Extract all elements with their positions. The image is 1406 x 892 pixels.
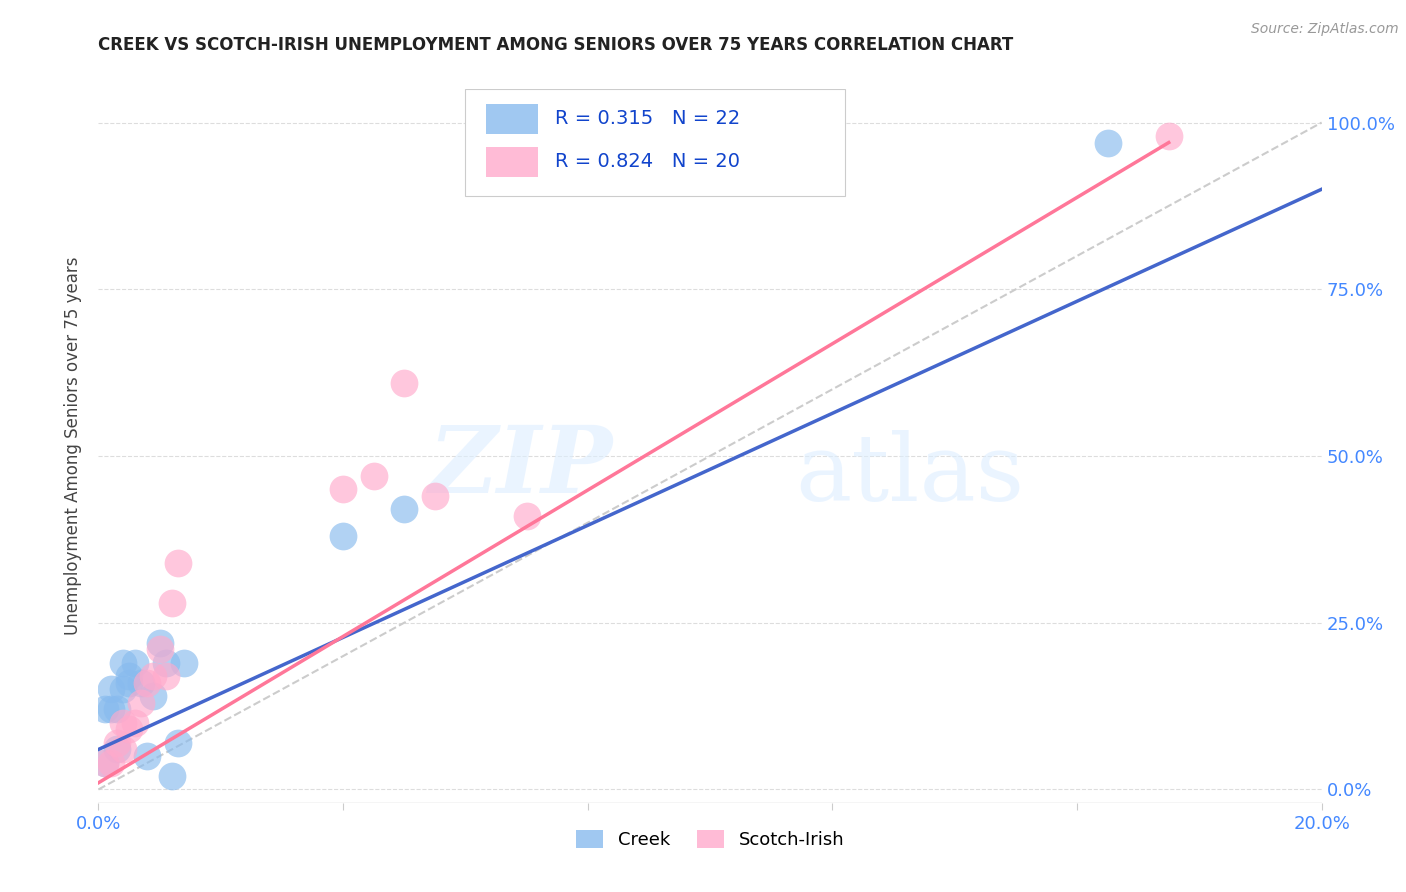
Text: atlas: atlas xyxy=(796,430,1025,519)
Point xyxy=(118,669,141,683)
Point xyxy=(111,656,134,670)
Point xyxy=(1097,136,1119,150)
Text: Source: ZipAtlas.com: Source: ZipAtlas.com xyxy=(1251,22,1399,37)
Text: R = 0.824   N = 20: R = 0.824 N = 20 xyxy=(555,152,740,170)
Point xyxy=(149,642,172,657)
Point xyxy=(93,756,115,770)
Point xyxy=(100,682,122,697)
Point xyxy=(105,736,128,750)
FancyBboxPatch shape xyxy=(486,147,537,177)
Y-axis label: Unemployment Among Seniors over 75 years: Unemployment Among Seniors over 75 years xyxy=(65,257,83,635)
Point xyxy=(1157,128,1180,143)
Point xyxy=(93,756,115,770)
Point xyxy=(160,596,183,610)
Point xyxy=(332,483,354,497)
Point xyxy=(423,489,446,503)
Point xyxy=(118,723,141,737)
Point xyxy=(136,675,159,690)
Text: CREEK VS SCOTCH-IRISH UNEMPLOYMENT AMONG SENIORS OVER 75 YEARS CORRELATION CHART: CREEK VS SCOTCH-IRISH UNEMPLOYMENT AMONG… xyxy=(98,36,1014,54)
Point xyxy=(111,715,134,730)
Point xyxy=(155,656,177,670)
FancyBboxPatch shape xyxy=(465,89,845,196)
Point xyxy=(105,702,128,716)
Point xyxy=(167,556,190,570)
Point xyxy=(363,469,385,483)
Point xyxy=(124,656,146,670)
Point xyxy=(332,529,354,543)
Point xyxy=(142,689,165,703)
Point xyxy=(155,669,177,683)
Point xyxy=(173,656,195,670)
Point xyxy=(136,749,159,764)
Point xyxy=(160,769,183,783)
Point xyxy=(111,682,134,697)
Point xyxy=(105,742,128,756)
Point xyxy=(392,376,416,390)
Legend: Creek, Scotch-Irish: Creek, Scotch-Irish xyxy=(567,821,853,858)
Point xyxy=(93,702,115,716)
Point xyxy=(149,636,172,650)
Point xyxy=(100,756,122,770)
Point xyxy=(142,669,165,683)
Point xyxy=(118,675,141,690)
Point xyxy=(111,742,134,756)
Text: ZIP: ZIP xyxy=(427,423,612,512)
Point xyxy=(124,715,146,730)
Point xyxy=(129,675,152,690)
Point xyxy=(167,736,190,750)
Point xyxy=(100,702,122,716)
Point xyxy=(392,502,416,516)
FancyBboxPatch shape xyxy=(486,104,537,134)
Point xyxy=(516,509,538,524)
Text: R = 0.315   N = 22: R = 0.315 N = 22 xyxy=(555,109,740,128)
Point xyxy=(129,696,152,710)
